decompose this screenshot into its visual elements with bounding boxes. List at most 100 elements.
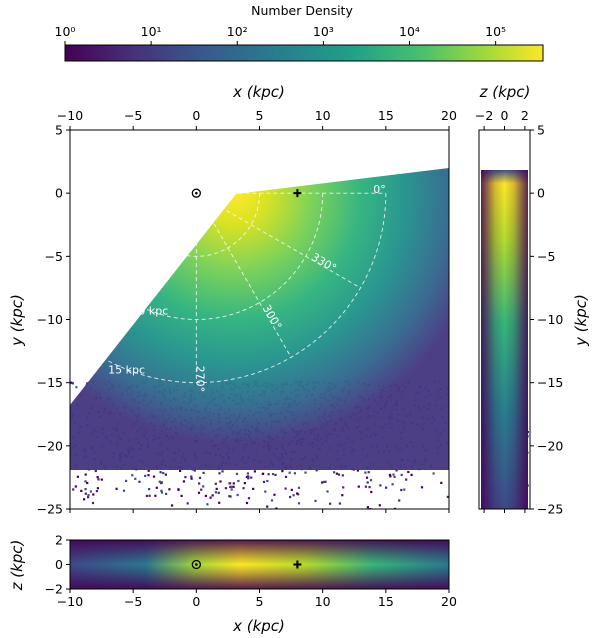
xy-sparse-pixel — [84, 473, 87, 476]
xy-left-tick-label: −10 — [37, 312, 63, 327]
xy-sparse-pixel — [391, 483, 394, 486]
xy-sparse-pixel — [252, 487, 255, 490]
colorbar-label: Number Density — [251, 3, 353, 18]
xy-sparse-pixel — [378, 504, 381, 507]
xy-sparse-pixel — [198, 482, 201, 485]
xy-sparse-pixel — [264, 490, 267, 493]
zy-right-tick-label: −5 — [537, 249, 555, 264]
xy-sparse-pixel — [440, 481, 443, 484]
xz-left-tick-label: −2 — [45, 582, 63, 597]
xy-sparse-pixel — [76, 475, 79, 478]
xy-sparse-pixel — [329, 502, 332, 505]
xy-sparse-pixel — [290, 488, 293, 491]
xy-sparse-pixel — [407, 470, 410, 474]
xy-sparse-pixel — [204, 494, 207, 497]
xy-sparse-pixel — [393, 475, 396, 478]
colorbar-tick-label: 10³ — [313, 24, 334, 39]
xy-sparse-pixel — [281, 470, 284, 473]
xy-sparse-pixel — [180, 494, 183, 497]
xy-sparse-pixel — [162, 472, 165, 475]
colorbar-tick-label: 10⁰ — [55, 24, 76, 39]
xy-sparse-pixel — [324, 480, 327, 483]
xy-sparse-pixel — [152, 475, 156, 478]
colorbar-tick-label: 10⁵ — [485, 24, 506, 39]
sun-marker — [191, 188, 201, 198]
zy-sparse-pixel — [527, 493, 530, 496]
galactic-center-marker — [293, 189, 302, 198]
xy-sparse-pixel — [100, 478, 103, 481]
xy-sparse-pixel — [211, 494, 214, 497]
galactic-center-marker — [293, 560, 302, 569]
xz-ylabel: z (kpc) — [8, 540, 26, 592]
xy-sparse-pixel — [237, 479, 240, 483]
zy-top-tick-label: 2 — [521, 108, 529, 123]
xy-top-tick-label: 10 — [315, 108, 331, 123]
xy-sparse-pixel — [86, 481, 89, 485]
xy-top-tick-label: 5 — [256, 108, 264, 123]
xz-bottom-tick-label: 20 — [441, 594, 457, 609]
xz-left-tick-label: 0 — [55, 557, 63, 572]
xy-sparse-pixel — [202, 471, 205, 474]
xy-sparse-pixel — [337, 473, 341, 476]
xy-sparse-pixel — [315, 469, 318, 472]
xy-left-tick-label: 0 — [55, 186, 63, 201]
xy-sparse-pixel — [405, 478, 408, 481]
xy-sparse-pixel — [333, 471, 336, 474]
xy-ylabel: y (kpc) — [8, 294, 26, 347]
xy-empty-pixel — [403, 170, 406, 173]
zy-sparse-pixel — [527, 480, 530, 483]
xy-sparse-pixel — [365, 476, 369, 479]
xy-sparse-pixel — [134, 477, 137, 480]
xz-bottom-tick-label: 0 — [192, 594, 200, 609]
xy-sparse-pixel — [410, 473, 413, 476]
xy-sparse-pixel — [369, 479, 373, 482]
xy-sparse-pixel — [217, 491, 220, 494]
xy-sparse-pixel — [366, 481, 369, 484]
xy-sparse-pixel — [266, 479, 269, 483]
sun-marker-dot — [195, 191, 198, 195]
xy-sparse-pixel — [91, 501, 95, 505]
zy-panel: −2 0 250−5−10−15−20−25 z (kpc) y (kpc) — [475, 83, 590, 517]
xy-sparse-pixel — [148, 494, 151, 497]
xy-sparse-pixel — [89, 490, 92, 493]
xy-sparse-pixel — [190, 477, 193, 480]
xy-sparse-pixel — [202, 485, 205, 488]
xy-sparse-pixel — [218, 472, 221, 475]
sun-marker — [191, 559, 201, 570]
xy-sparse-pixel — [215, 487, 218, 490]
longitude-label: 0° — [373, 183, 386, 196]
xy-sparse-pixel — [296, 492, 299, 495]
zy-right-tick-label: 5 — [537, 123, 545, 138]
xy-sparse-pixel — [275, 507, 278, 509]
longitude-label: 240° — [85, 333, 110, 362]
xy-galactic-grid — [101, 192, 387, 384]
xy-sparse-pixel — [160, 489, 163, 492]
xy-sparse-pixel — [321, 481, 324, 484]
xy-sparse-pixel — [357, 485, 360, 488]
xy-sparse-pixel — [131, 474, 134, 477]
longitude-line — [195, 192, 292, 358]
xy-sparse-pixel — [214, 491, 217, 494]
xy-sparse-pixel — [367, 471, 370, 474]
xy-sparse-pixel — [179, 469, 182, 472]
xy-sparse-pixel — [232, 485, 235, 488]
xy-sparse-pixel — [368, 486, 371, 489]
xy-sparse-pixel — [267, 473, 270, 476]
zy-heatmap — [481, 170, 530, 509]
xy-sparse-pixel — [293, 472, 296, 475]
longitude-line — [196, 192, 361, 289]
xy-sparse-pixel — [284, 475, 288, 478]
xy-sparse-pixel — [356, 469, 359, 472]
xy-sparse-pixel — [235, 472, 239, 475]
xy-sparse-pixel — [160, 482, 163, 485]
distance-label: 10 kpc — [131, 305, 168, 318]
xy-sparse-pixel — [262, 472, 265, 475]
xz-left-tick-label: 2 — [55, 533, 63, 548]
xy-sparse-pixel — [395, 469, 398, 472]
xy-sparse-pixel — [218, 501, 221, 504]
xy-sparse-pixel — [209, 496, 212, 499]
xy-sparse-pixel — [84, 492, 87, 495]
xy-sparse-pixel — [266, 505, 269, 508]
